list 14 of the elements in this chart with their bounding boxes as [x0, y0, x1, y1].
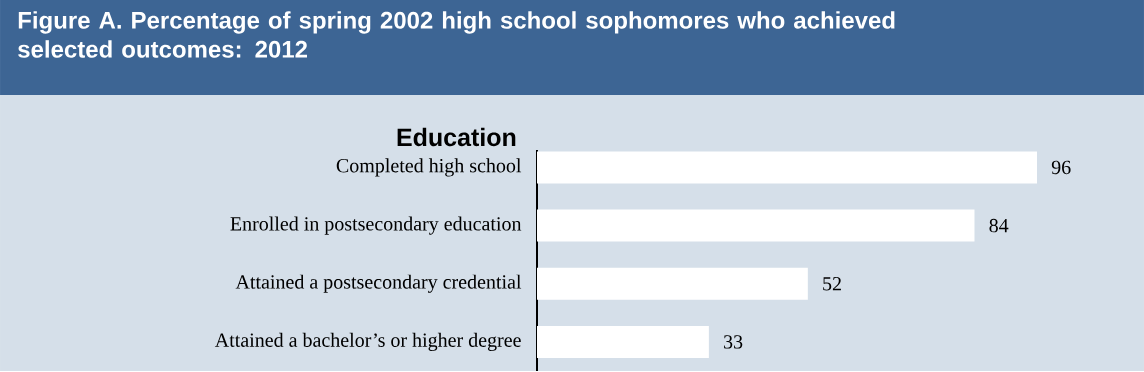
chart-title: Figure A. Percentage of spring 2002 high school sophomores who achieved selected outcomes: 2012 — [18, 11, 895, 58]
data-label: 96 — [1051, 160, 1071, 175]
bar — [537, 209, 975, 242]
bar — [537, 151, 1037, 184]
y-tick-label: Attained a bachelor’s or higher degree — [214, 332, 521, 351]
data-label: 33 — [724, 335, 743, 349]
y-tick-label: Attained a postsecondary credential — [235, 274, 522, 293]
data-label: 52 — [823, 277, 841, 291]
bar — [537, 267, 808, 300]
chart-subtitle: Education — [397, 127, 516, 147]
bar — [537, 325, 709, 358]
data-label: 84 — [989, 218, 1009, 233]
y-tick-label: Completed high school — [336, 158, 522, 177]
y-tick-label: Enrolled in postsecondary education — [230, 216, 522, 235]
